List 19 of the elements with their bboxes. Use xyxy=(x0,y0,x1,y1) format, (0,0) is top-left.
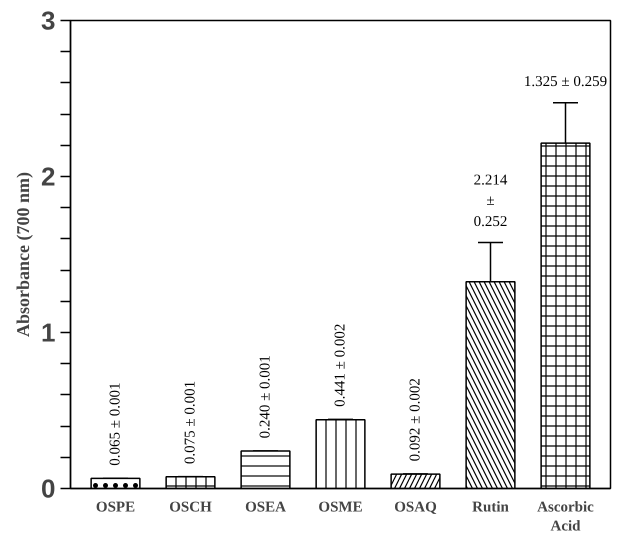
data-label: 0.065 ± 0.001 xyxy=(108,382,124,466)
y-axis-title: Absorbance (700 nm) xyxy=(13,172,34,337)
data-label: 0.441 ± 0.002 xyxy=(332,324,348,407)
x-tick-label: OSCH xyxy=(169,500,212,516)
y-tick-label: 2 xyxy=(41,162,56,192)
y-tick-label: 0 xyxy=(41,474,56,504)
x-tick-label: OSAQ xyxy=(394,500,438,516)
data-label: 0.092 ± 0.002 xyxy=(408,378,424,462)
x-tick-label: Ascorbic Acid xyxy=(537,500,594,535)
x-tick-label: OSME xyxy=(318,500,363,516)
annotation: 1.325 ± 0.259 xyxy=(524,74,608,90)
y-tick-label: 3 xyxy=(41,6,56,36)
data-label: 0.240 ± 0.001 xyxy=(258,355,274,438)
data-label: 0.075 ± 0.001 xyxy=(182,380,198,464)
x-tick-label: Rutin xyxy=(472,500,510,516)
x-tick-label: OSEA xyxy=(245,500,286,516)
annotation: 2.214 ± 0.252 xyxy=(474,172,508,230)
y-tick-label: 1 xyxy=(41,318,56,348)
x-tick-label: OSPE xyxy=(96,500,136,516)
